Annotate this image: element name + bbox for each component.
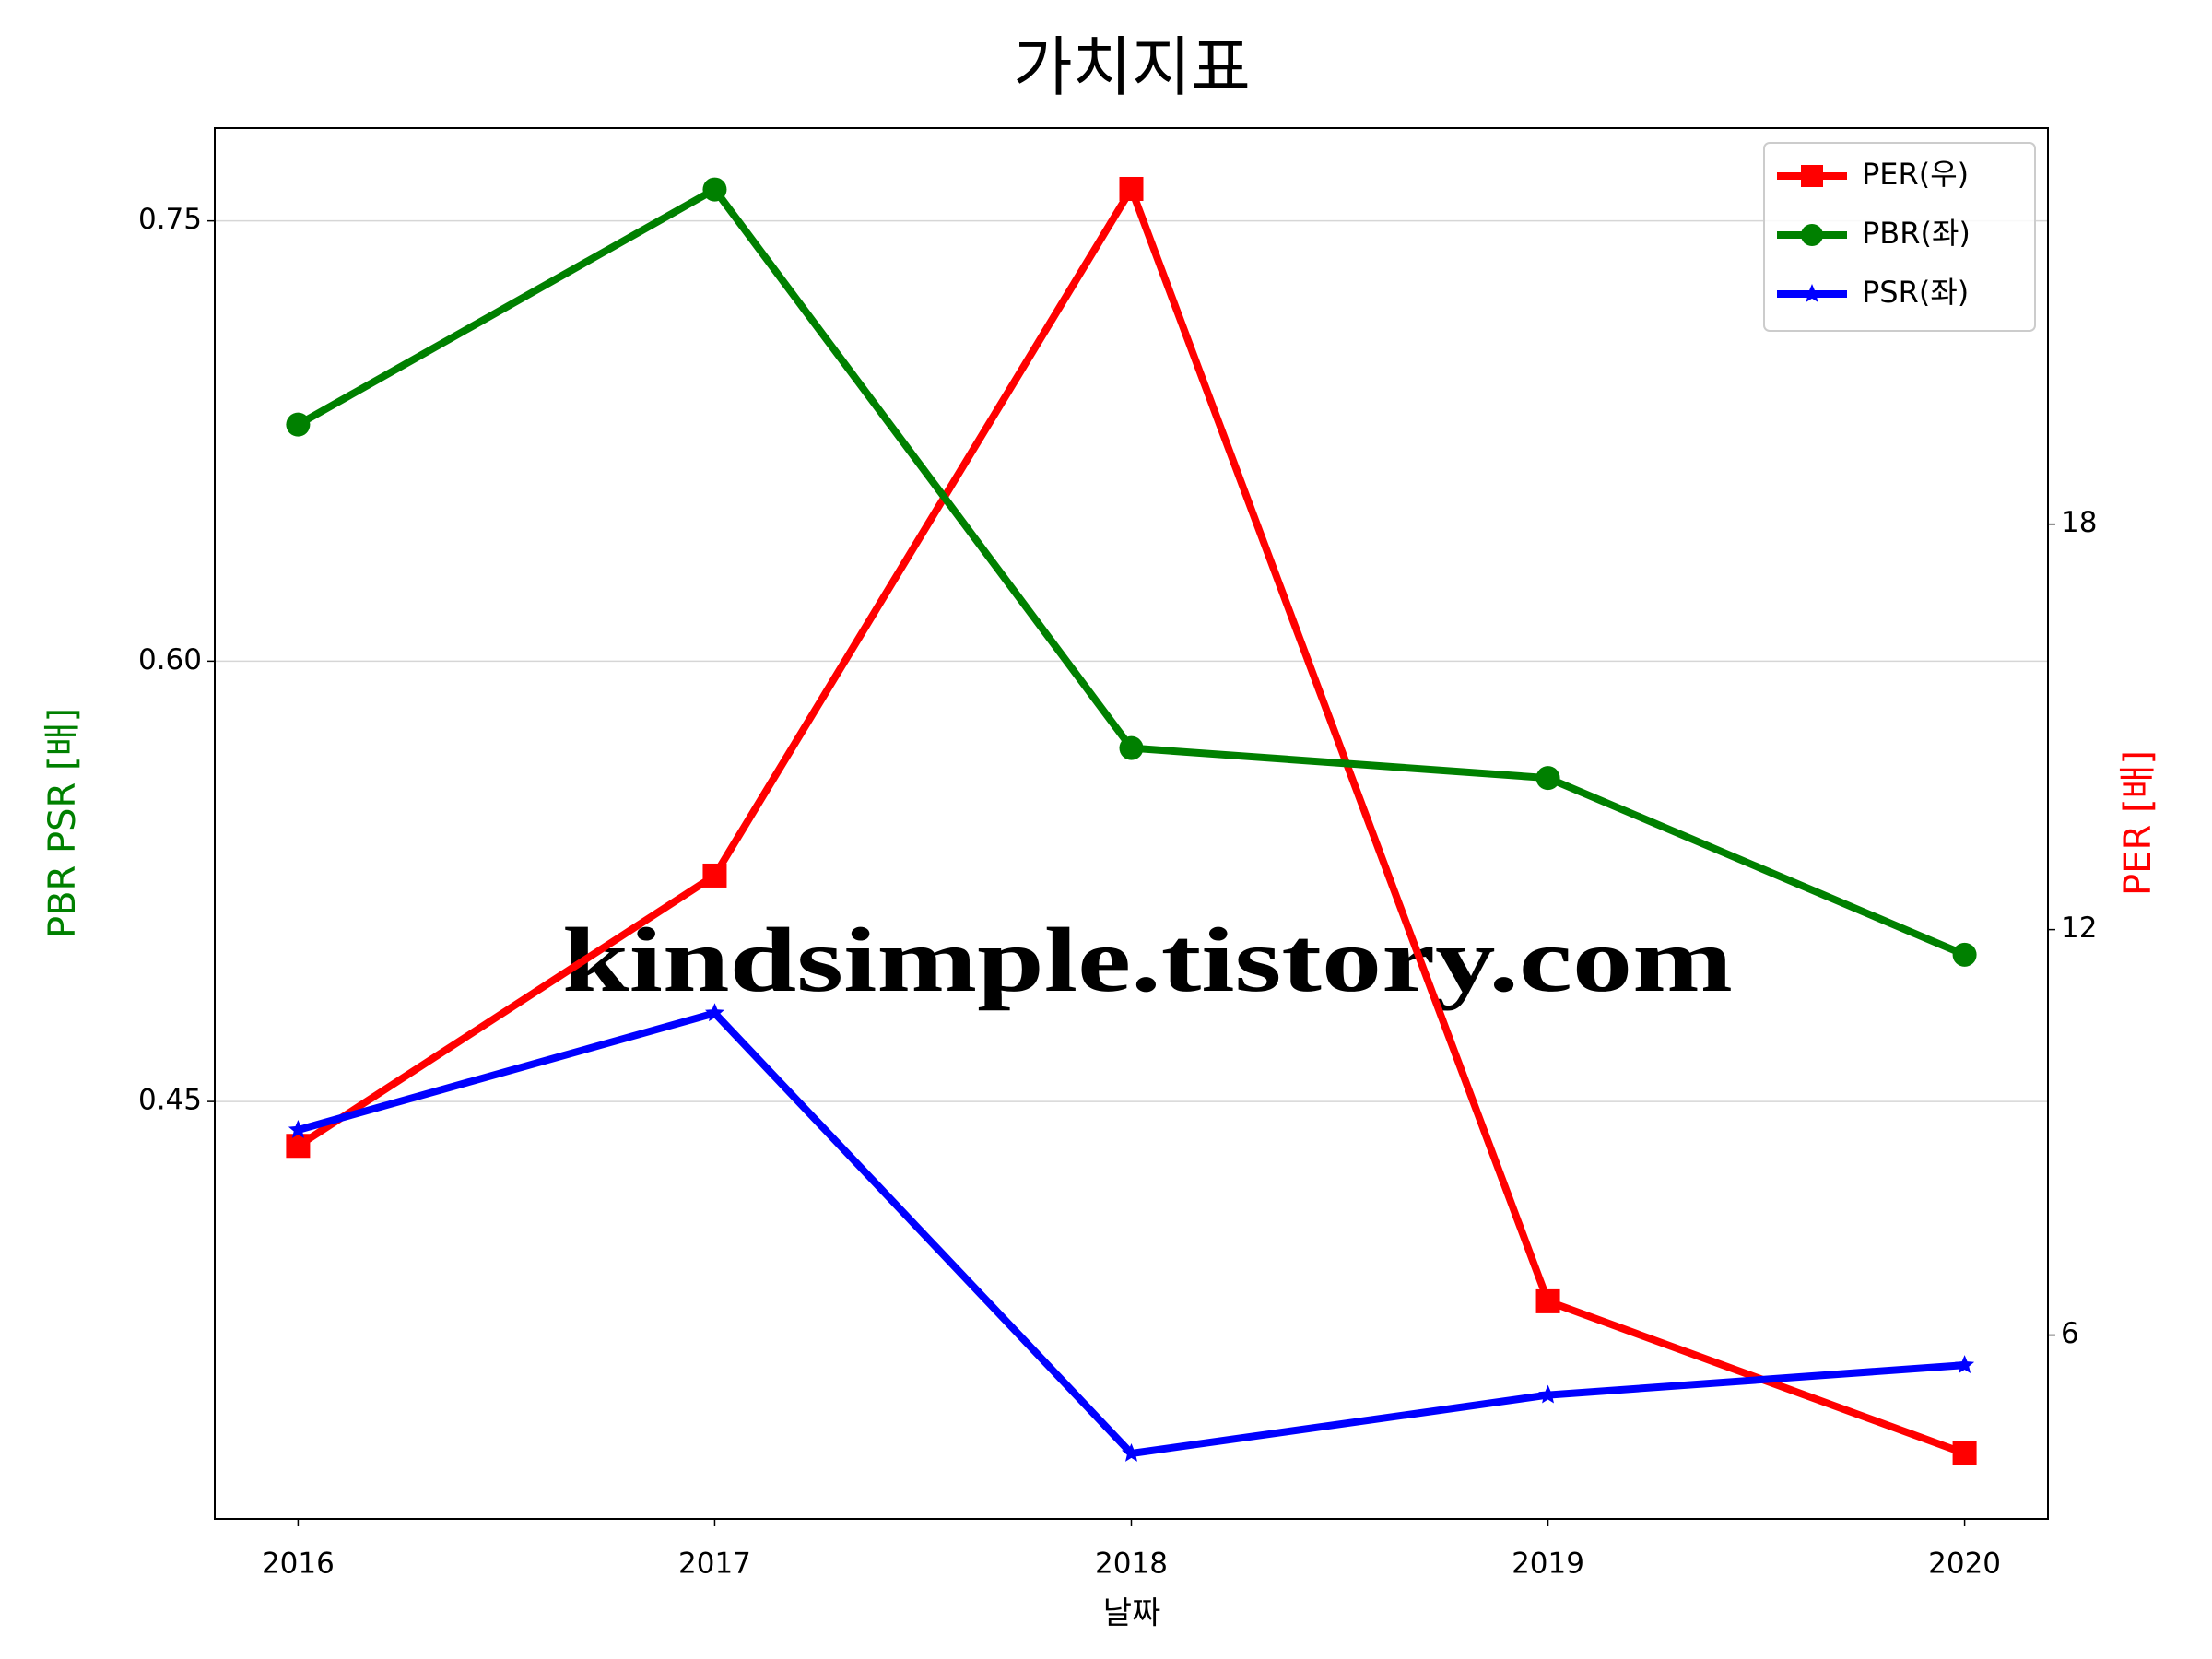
series-line bbox=[296, 184, 1966, 1457]
marker bbox=[1952, 1441, 1977, 1465]
x-tick-label: 2018 bbox=[1095, 1547, 1168, 1581]
x-tick-label: 2016 bbox=[262, 1547, 335, 1581]
series-line bbox=[297, 1009, 1965, 1457]
x-tick-label: 2017 bbox=[678, 1547, 751, 1581]
marker bbox=[705, 1003, 724, 1022]
y-tick-label: 0.60 bbox=[138, 643, 202, 677]
y2-tick-label: 12 bbox=[2061, 912, 2097, 945]
y-axis-label: PBR PSR [배] bbox=[41, 708, 84, 938]
plot-frame bbox=[214, 127, 2049, 1520]
marker bbox=[1955, 1355, 1975, 1373]
marker bbox=[286, 1134, 311, 1159]
y-tick-label: 0.75 bbox=[138, 203, 202, 236]
legend-label: PSR(좌) bbox=[1862, 275, 1969, 310]
legend-label: PER(우) bbox=[1862, 157, 1969, 192]
marker bbox=[288, 1120, 308, 1138]
x-tick-label: 2020 bbox=[1928, 1547, 2001, 1581]
series-line bbox=[296, 185, 1967, 959]
marker bbox=[1122, 1443, 1141, 1462]
watermark: kindsimple.tistory.com bbox=[562, 909, 1733, 1011]
marker bbox=[1952, 942, 1977, 967]
marker bbox=[1119, 176, 1144, 201]
marker bbox=[1801, 165, 1823, 187]
y2-axis-label: PER [배] bbox=[2117, 750, 2159, 896]
x-tick-label: 2019 bbox=[1512, 1547, 1584, 1581]
legend-label: PBR(좌) bbox=[1862, 216, 1971, 251]
marker bbox=[1801, 224, 1823, 246]
marker bbox=[286, 412, 311, 437]
y2-tick-label: 6 bbox=[2061, 1317, 2079, 1350]
marker bbox=[1535, 766, 1560, 791]
legend-box bbox=[1763, 142, 2036, 332]
y-tick-label: 0.45 bbox=[138, 1084, 202, 1117]
x-axis-label: 날짜 bbox=[1103, 1595, 1161, 1632]
marker bbox=[1538, 1384, 1558, 1404]
marker bbox=[702, 863, 727, 888]
legend: PER(우) PBR(좌) PSR(좌) bbox=[1763, 142, 2036, 332]
marker bbox=[1535, 1288, 1560, 1313]
chart-title: 가치지표 bbox=[1013, 29, 1251, 105]
marker bbox=[702, 177, 727, 202]
y2-tick-label: 18 bbox=[2061, 506, 2097, 539]
marker bbox=[1802, 284, 1822, 302]
marker bbox=[1119, 735, 1144, 760]
